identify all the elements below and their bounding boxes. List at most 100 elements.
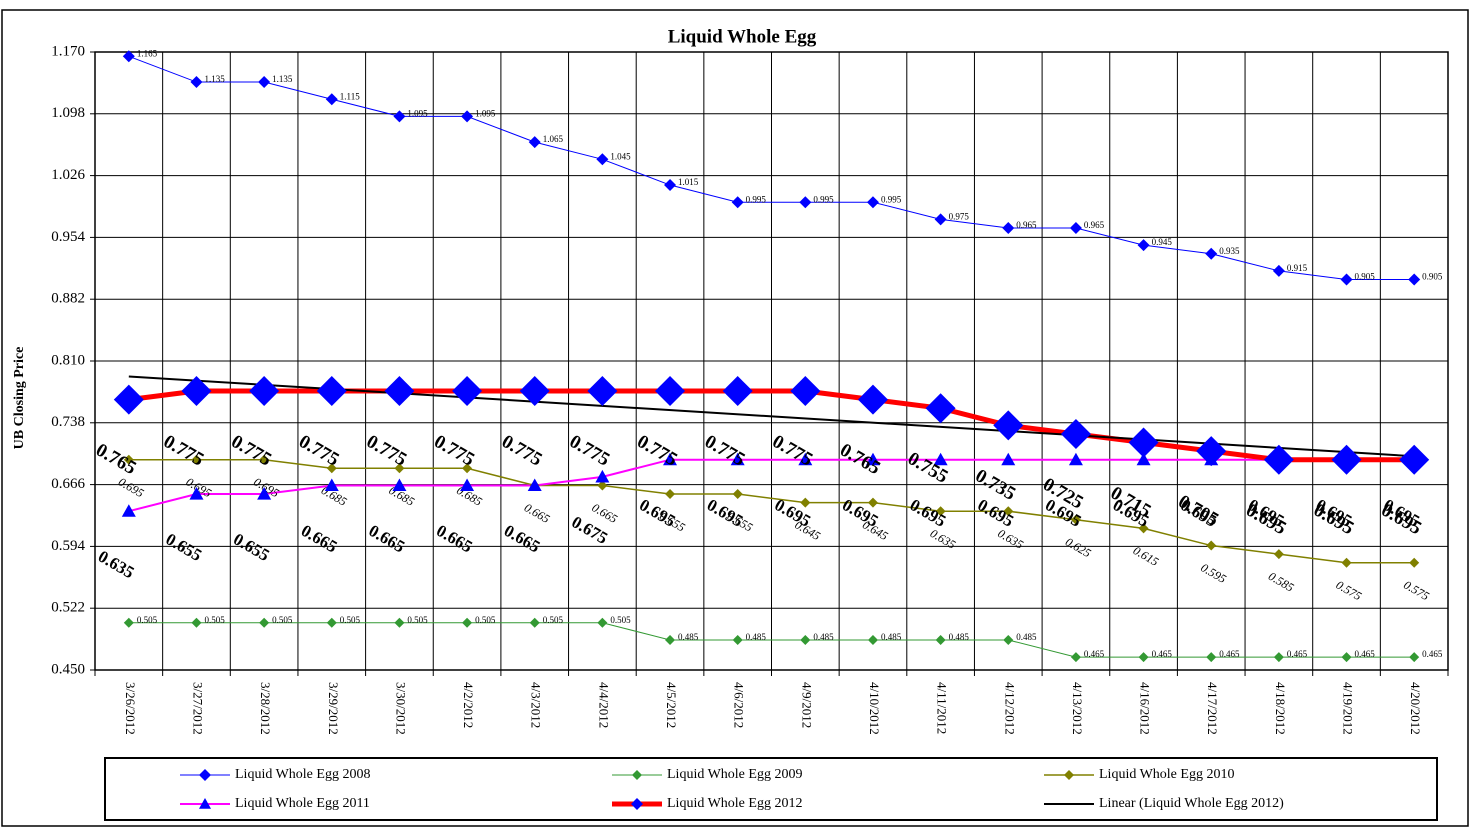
legend-label: Liquid Whole Egg 2008	[235, 767, 370, 782]
marker	[462, 463, 473, 474]
marker	[189, 487, 204, 500]
y-tick-label: 0.882	[51, 291, 85, 307]
y-tick-label: 1.098	[51, 105, 85, 121]
marker	[258, 76, 271, 89]
data-label: 0.485	[813, 632, 834, 642]
marker	[1003, 506, 1014, 517]
plot-area	[94, 51, 1449, 671]
series-line	[128, 458, 1415, 564]
x-tick-label: 4/13/2012	[1070, 682, 1085, 735]
marker	[1206, 652, 1217, 663]
x-tick-label: 4/18/2012	[1273, 682, 1288, 735]
marker	[596, 153, 609, 166]
marker	[1002, 221, 1015, 234]
marker	[121, 504, 136, 517]
marker	[1408, 273, 1421, 286]
marker	[1060, 418, 1091, 449]
marker	[866, 196, 879, 209]
marker	[865, 452, 880, 466]
marker	[122, 50, 135, 63]
marker	[259, 617, 270, 628]
marker	[394, 617, 405, 628]
data-label: 0.485	[746, 632, 767, 642]
data-label: 0.505	[137, 615, 158, 625]
marker	[326, 463, 337, 474]
x-tick-label: 4/19/2012	[1341, 682, 1356, 735]
marker	[1273, 652, 1284, 663]
marker	[1137, 239, 1150, 252]
marker	[597, 480, 608, 491]
marker	[925, 393, 956, 424]
marker	[1409, 557, 1420, 568]
marker	[933, 452, 948, 466]
marker	[123, 617, 134, 628]
data-label: 0.505	[475, 615, 496, 625]
marker	[1272, 264, 1285, 277]
marker	[1070, 514, 1081, 525]
marker	[1070, 652, 1081, 663]
marker	[326, 617, 337, 628]
marker	[190, 76, 203, 89]
data-label: 1.015	[678, 177, 699, 187]
marker	[325, 93, 338, 106]
data-label: 1.115	[340, 91, 360, 101]
legend-label: Liquid Whole Egg 2010	[1099, 767, 1234, 782]
marker	[867, 634, 878, 645]
series-line	[128, 55, 1415, 280]
marker	[392, 478, 407, 492]
series-line	[128, 458, 1415, 513]
marker	[519, 376, 550, 407]
data-label: 1.065	[543, 134, 564, 144]
marker	[1206, 540, 1217, 551]
x-tick-label: 4/5/2012	[664, 682, 679, 728]
marker	[597, 617, 608, 628]
data-label: 1.095	[407, 108, 428, 118]
marker	[1273, 549, 1284, 560]
data-label: 0.465	[1084, 649, 1105, 659]
marker	[798, 452, 813, 466]
marker	[259, 454, 270, 465]
data-label: 1.095	[475, 108, 496, 118]
x-tick-label: 4/10/2012	[867, 682, 882, 735]
data-label: 0.465	[1287, 649, 1308, 659]
marker	[1399, 444, 1430, 475]
legend-marker	[199, 798, 211, 809]
data-label: 0.465	[1355, 649, 1376, 659]
x-tick-label: 3/27/2012	[190, 682, 205, 735]
legend-label: Liquid Whole Egg 2011	[235, 796, 370, 811]
data-label: 0.505	[272, 615, 293, 625]
data-label: 0.965	[1084, 220, 1105, 230]
data-label: 0.505	[407, 615, 428, 625]
marker	[249, 376, 280, 407]
legend-marker	[199, 769, 211, 781]
y-axis-label: UB Closing Price	[12, 347, 27, 450]
marker	[460, 478, 475, 492]
marker	[722, 376, 753, 407]
data-label: 0.995	[881, 194, 902, 204]
y-tick-label: 0.450	[51, 661, 85, 677]
x-tick-label: 4/16/2012	[1138, 682, 1153, 735]
data-label: 0.915	[1287, 263, 1308, 273]
y-tick-label: 0.594	[51, 538, 85, 554]
x-tick-label: 4/20/2012	[1408, 682, 1423, 735]
x-tick-label: 4/6/2012	[732, 682, 747, 728]
data-label: 0.965	[1016, 220, 1037, 230]
x-tick-label: 3/26/2012	[123, 682, 138, 735]
x-tick-label: 3/30/2012	[393, 682, 408, 735]
marker	[1069, 221, 1082, 234]
data-label: 0.485	[881, 632, 902, 642]
y-tick-label: 0.810	[51, 352, 85, 368]
marker	[113, 384, 144, 415]
marker	[123, 454, 134, 465]
marker	[393, 110, 406, 123]
x-tick-label: 3/28/2012	[258, 682, 273, 735]
y-tick-label: 0.954	[51, 229, 85, 245]
marker	[394, 463, 405, 474]
marker	[663, 452, 678, 466]
x-tick-label: 4/9/2012	[799, 682, 814, 728]
marker	[664, 179, 677, 192]
x-tick-label: 4/3/2012	[529, 682, 544, 728]
marker	[257, 487, 272, 500]
marker	[1340, 273, 1353, 286]
